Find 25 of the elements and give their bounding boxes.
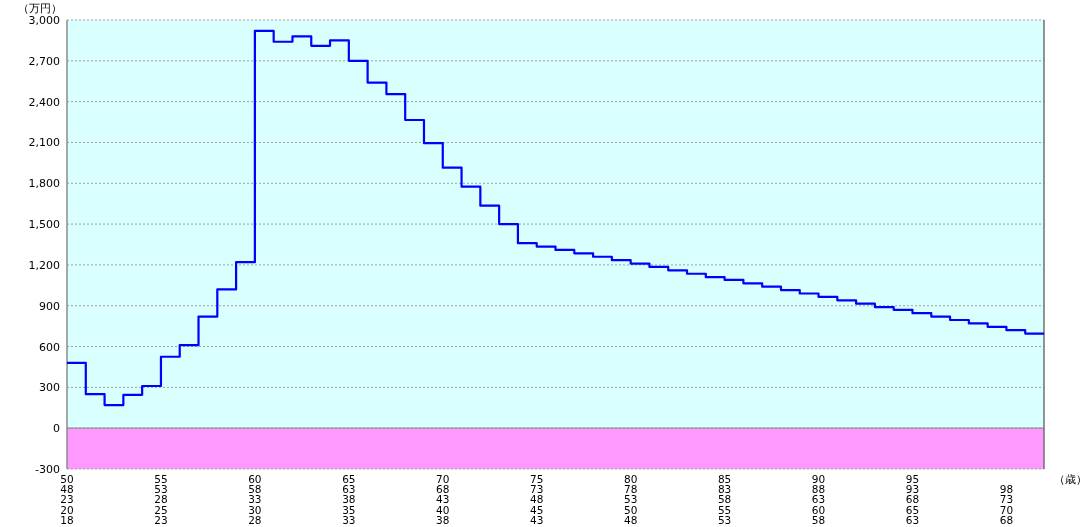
x-tick-label: 75 73 48 45 43: [530, 473, 544, 526]
y-tick-label: -300: [35, 463, 60, 476]
y-tick-label: 1,500: [28, 218, 60, 232]
x-tick-label: 50 48 23 20 18: [60, 473, 74, 526]
x-tick-label: 70 68 43 40 38: [436, 473, 450, 526]
x-tick-label: 95 93 68 65 63: [905, 473, 920, 526]
y-tick-label: 0: [53, 422, 60, 436]
x-tick-label: 65 63 38 35 33: [342, 473, 356, 526]
x-tick-label: 80 78 53 50 48: [623, 473, 638, 526]
y-tick-label: 2,700: [28, 54, 60, 68]
y-tick-label: 300: [39, 381, 60, 395]
y-tick-label: 1,200: [28, 258, 60, 272]
y-tick-label: 600: [39, 340, 60, 354]
x-axis-title: （歳）: [1054, 473, 1083, 485]
y-tick-label: 900: [39, 299, 60, 313]
x-tick-label: 55 53 28 25 23: [154, 473, 168, 526]
y-tick-label: 1,800: [28, 177, 60, 191]
x-tick-label: 60 58 33 30 28: [248, 473, 262, 526]
y-tick-label: 3,000: [28, 14, 60, 27]
y-tick-label: 2,400: [28, 95, 60, 109]
y-axis-title: （万円）: [18, 2, 62, 14]
y-tick-label: 2,100: [28, 136, 60, 150]
x-tick-label: 90 88 63 60 58: [811, 473, 826, 526]
x-tick-label: 98 73 70 68: [999, 483, 1014, 526]
x-tick-label: 85 83 58 55 53: [717, 473, 732, 526]
